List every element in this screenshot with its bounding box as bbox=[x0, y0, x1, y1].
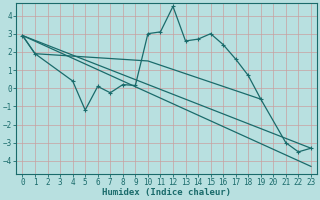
X-axis label: Humidex (Indice chaleur): Humidex (Indice chaleur) bbox=[102, 188, 231, 197]
